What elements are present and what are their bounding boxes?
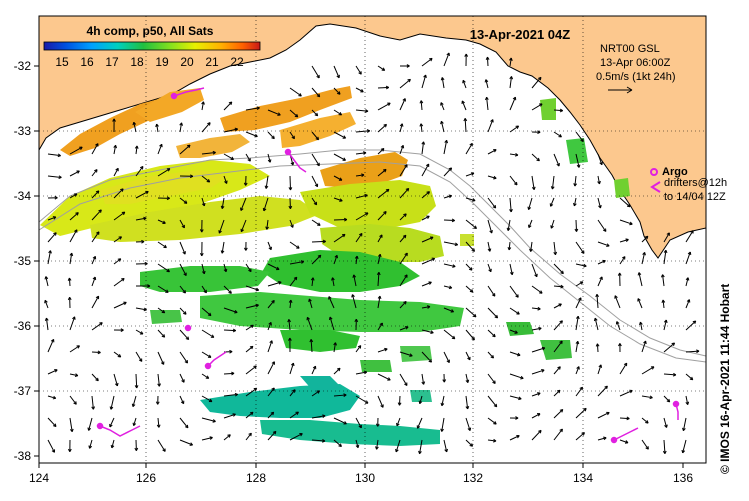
current-arrow-head xyxy=(381,149,384,150)
current-arrow-head xyxy=(470,428,471,431)
current-arrow-head xyxy=(117,383,118,386)
colorbar-tick: 18 xyxy=(130,55,144,69)
colorbar xyxy=(44,42,260,50)
current-arrow-head xyxy=(164,334,165,337)
current-arrow-head xyxy=(358,445,359,448)
lat-label: -32 xyxy=(14,59,32,73)
lat-label: -36 xyxy=(14,319,32,333)
lon-label: 136 xyxy=(673,471,693,485)
current-arrow-head xyxy=(188,337,189,340)
current-arrow-head xyxy=(383,169,386,170)
current-model: NRT00 GSL xyxy=(600,43,660,55)
current-arrow-head xyxy=(75,213,78,214)
current-arrow-head xyxy=(474,337,475,340)
current-arrow-head xyxy=(541,369,544,370)
current-arrow-head xyxy=(309,299,310,302)
current-arrow-head xyxy=(542,347,545,348)
current-arrow-head xyxy=(204,203,205,206)
current-arrow-head xyxy=(474,249,475,252)
current-scale: 0.5m/s (1kt 24h) xyxy=(596,71,675,83)
current-arrow-head xyxy=(384,348,387,349)
current-arrow xyxy=(312,241,326,242)
colorbar-tick: 16 xyxy=(80,55,94,69)
lat-label: -37 xyxy=(14,384,32,398)
colorbar-tick: 19 xyxy=(155,55,169,69)
longitude-labels: 124 126 128 130 132 134 136 xyxy=(29,471,693,485)
current-arrow-head xyxy=(493,355,494,358)
current-arrow-head xyxy=(352,294,353,297)
current-arrow-head xyxy=(384,124,387,125)
current-arrow-head xyxy=(278,281,281,282)
current-arrow-head xyxy=(672,343,675,344)
current-arrow-head xyxy=(233,414,236,415)
lon-label: 128 xyxy=(246,471,266,485)
current-arrow-head xyxy=(250,412,253,413)
imos-credit: © IMOS 16-Apr-2021 11:44 Hobart xyxy=(718,174,732,474)
colorbar-tick: 17 xyxy=(105,55,119,69)
latitude-labels: -32 -33 -34 -35 -36 -37 -38 xyxy=(14,59,32,463)
current-arrow-head xyxy=(427,192,430,193)
lon-label: 126 xyxy=(136,471,156,485)
current-arrow-head xyxy=(250,346,253,347)
current-arrow-head xyxy=(603,437,606,438)
current-arrow-head xyxy=(187,145,190,146)
lat-label: -33 xyxy=(14,124,32,138)
lat-label: -35 xyxy=(14,254,32,268)
colorbar-tick: 21 xyxy=(205,55,219,69)
current-arrow xyxy=(290,176,291,190)
lat-label: -38 xyxy=(14,449,32,463)
lon-label: 132 xyxy=(463,471,483,485)
datetime-title: 13-Apr-2021 04Z xyxy=(470,27,570,42)
current-arrow-head xyxy=(407,79,410,80)
lat-label: -34 xyxy=(14,189,32,203)
colorbar-tick: 20 xyxy=(180,55,194,69)
lon-label: 134 xyxy=(573,471,593,485)
current-arrow-head xyxy=(667,425,668,428)
current-arrow-head xyxy=(626,239,629,240)
current-arrow xyxy=(576,220,577,232)
current-arrow-head xyxy=(227,435,230,436)
lon-label: 130 xyxy=(355,471,375,485)
current-arrow-head xyxy=(187,425,188,428)
current-arrow-head xyxy=(270,159,271,162)
current-arrow-head xyxy=(329,317,330,320)
current-arrow xyxy=(136,374,137,388)
current-arrow-head xyxy=(582,433,585,434)
current-arrow-head xyxy=(226,269,227,272)
colorbar-tick: 22 xyxy=(230,55,244,69)
current-arrow-head xyxy=(319,94,320,97)
current-arrow-head xyxy=(386,189,389,190)
current-arrow-head xyxy=(364,194,367,195)
current-arrow-head xyxy=(318,137,319,140)
current-arrow-head xyxy=(496,404,497,407)
lon-label: 124 xyxy=(29,471,49,485)
current-time: 13-Apr 06:00Z xyxy=(600,57,671,69)
current-arrow-head xyxy=(693,321,696,322)
composite-title: 4h comp, p50, All Sats xyxy=(87,24,214,38)
drifters-line2: to 14/04 12Z xyxy=(664,191,726,203)
current-arrow-head xyxy=(293,162,294,165)
current-arrow-head xyxy=(492,230,493,233)
colorbar-tick: 15 xyxy=(55,55,69,69)
current-arrow-head xyxy=(449,195,452,196)
